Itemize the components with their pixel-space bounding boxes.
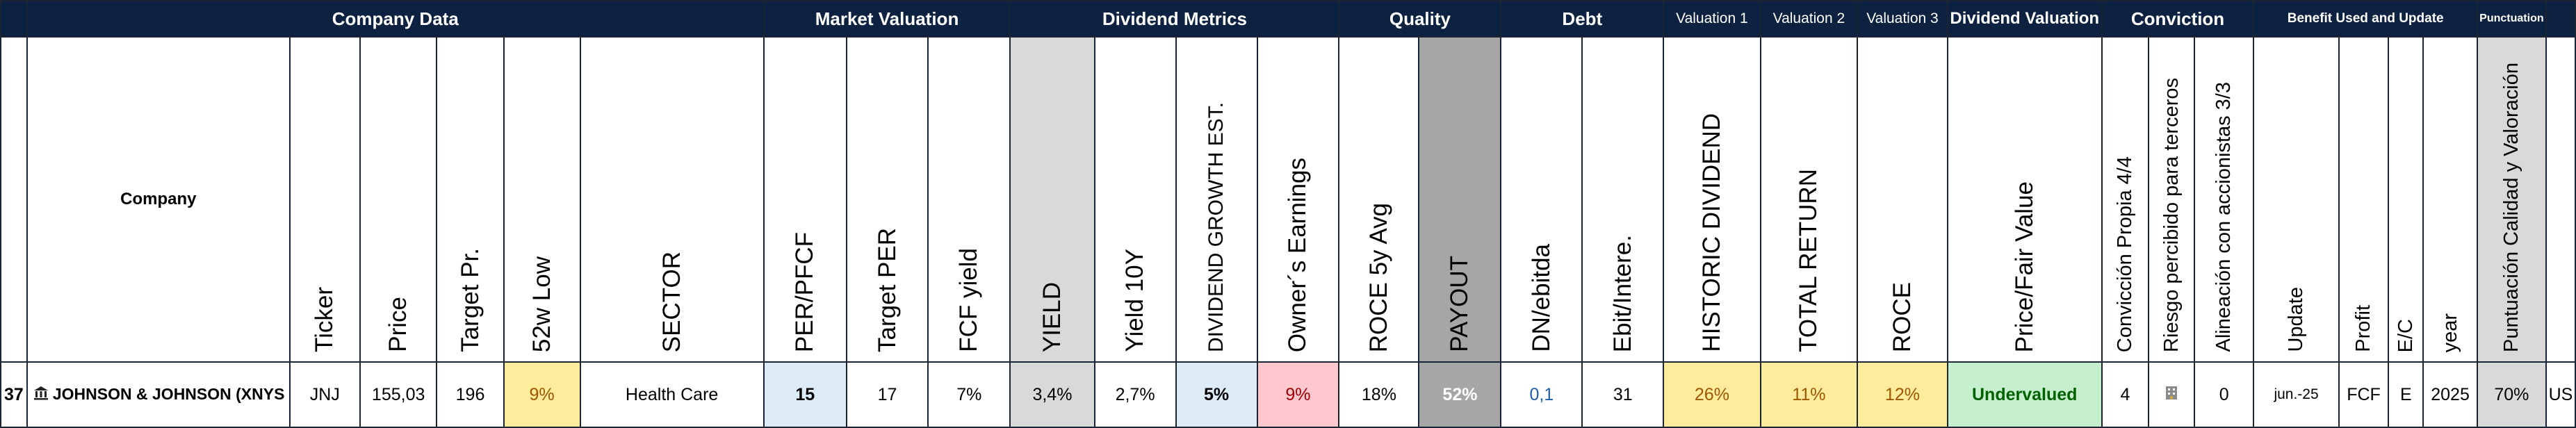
- group-valuation-1: Valuation 1: [1663, 0, 1761, 38]
- header-ec[interactable]: E/C: [2388, 36, 2424, 363]
- header-fcf-yield[interactable]: FCF yield: [927, 36, 1011, 363]
- header-historic-dividend[interactable]: HISTORIC DIVIDEND: [1663, 36, 1761, 363]
- header-target-pr[interactable]: Target Pr.: [436, 36, 505, 363]
- group-valuation-2: Valuation 2: [1759, 0, 1859, 38]
- header-profit[interactable]: Profit: [2338, 36, 2390, 363]
- header-dn-ebitda[interactable]: DN/ebitda: [1500, 36, 1583, 363]
- cell-conviccion-propia[interactable]: 4: [2101, 361, 2150, 428]
- group-quality: Quality: [1338, 0, 1502, 38]
- cell-dn-ebitda[interactable]: 0,1: [1500, 361, 1583, 428]
- header-52w-low[interactable]: 52w Low: [503, 36, 581, 363]
- cell-profit[interactable]: FCF: [2338, 361, 2390, 428]
- cell-yield[interactable]: 3,4%: [1009, 361, 1095, 428]
- cell-price-fair-value[interactable]: Undervalued: [1946, 361, 2103, 428]
- bank-icon: [33, 385, 49, 404]
- cell-ec[interactable]: E: [2388, 361, 2424, 428]
- header-total-return[interactable]: TOTAL RETURN: [1759, 36, 1859, 363]
- header-puntuacion[interactable]: Puntuación Calidad y Valoración: [2476, 36, 2547, 363]
- group-debt: Debt: [1500, 0, 1665, 38]
- cell-alineacion[interactable]: 0: [2193, 361, 2255, 428]
- row-number[interactable]: 37: [0, 361, 28, 428]
- group-header-row: Company Data Market Valuation Dividend M…: [0, 0, 2576, 38]
- cell-riesgo[interactable]: [2148, 361, 2195, 428]
- header-price[interactable]: Price: [359, 36, 438, 363]
- header-alineacion[interactable]: Alineación con accionistas 3/3: [2193, 36, 2255, 363]
- cell-sector[interactable]: Health Care: [579, 361, 765, 428]
- header-roce-5y[interactable]: ROCE 5y Avg: [1338, 36, 1420, 363]
- column-header-row: Company Ticker Price Target Pr. 52w Low …: [0, 36, 2576, 363]
- cell-fcf-yield[interactable]: 7%: [927, 361, 1011, 428]
- group-benefit: Benefit Used and Update: [2253, 0, 2478, 38]
- header-per-pfcf[interactable]: PER/PFCF: [763, 36, 847, 363]
- group-dividend-metrics: Dividend Metrics: [1009, 0, 1340, 38]
- cell-yield-10y[interactable]: 2,7%: [1093, 361, 1177, 428]
- group-conviction: Conviction: [2101, 0, 2255, 38]
- group-dividend-valuation: Dividend Valuation: [1946, 0, 2103, 38]
- cell-ebit-intere[interactable]: 31: [1581, 361, 1665, 428]
- cell-historic-dividend[interactable]: 26%: [1663, 361, 1761, 428]
- cell-per-pfcf[interactable]: 15: [763, 361, 847, 428]
- cell-year[interactable]: 2025: [2422, 361, 2478, 428]
- header-roce[interactable]: ROCE: [1857, 36, 1948, 363]
- group-market-valuation: Market Valuation: [763, 0, 1011, 38]
- cell-puntuacion[interactable]: 70%: [2476, 361, 2547, 428]
- header-year[interactable]: year: [2422, 36, 2478, 363]
- cell-52w-low[interactable]: 9%: [503, 361, 581, 428]
- building-icon: [2165, 386, 2178, 405]
- cell-payout[interactable]: 52%: [1418, 361, 1502, 428]
- group-valuation-3: Valuation 3: [1857, 0, 1948, 38]
- cell-update[interactable]: jun.-25: [2253, 361, 2340, 428]
- cell-target-per[interactable]: 17: [845, 361, 929, 428]
- cell-company[interactable]: JOHNSON & JOHNSON (XNYS: [26, 361, 291, 428]
- table-row: 37 JOHNSON & JOHNSON (XNYS JNJ 155,03 19…: [0, 361, 2576, 428]
- cell-dividend-growth[interactable]: 5%: [1175, 361, 1258, 428]
- cell-total-return[interactable]: 11%: [1759, 361, 1859, 428]
- cell-target-pr[interactable]: 196: [436, 361, 505, 428]
- group-company-data: Company Data: [26, 0, 765, 38]
- cell-ticker[interactable]: JNJ: [288, 361, 361, 428]
- header-target-per[interactable]: Target PER: [845, 36, 929, 363]
- cell-roce[interactable]: 12%: [1857, 361, 1948, 428]
- header-ebit-intere[interactable]: Ebit/Intere.: [1581, 36, 1665, 363]
- company-name: JOHNSON & JOHNSON (XNYS: [52, 384, 285, 403]
- cell-roce-5y[interactable]: 18%: [1338, 361, 1420, 428]
- group-punctuation: Punctuation: [2476, 0, 2547, 38]
- header-owners-earnings[interactable]: Owner´s Earnings: [1256, 36, 1340, 363]
- header-payout[interactable]: PAYOUT: [1418, 36, 1502, 363]
- cell-price[interactable]: 155,03: [359, 361, 438, 428]
- header-update[interactable]: Update: [2253, 36, 2340, 363]
- cell-owners-earnings[interactable]: 9%: [1256, 361, 1340, 428]
- header-riesgo[interactable]: Riesgo percibido para terceros: [2148, 36, 2195, 363]
- header-yield[interactable]: YIELD: [1009, 36, 1095, 363]
- header-price-fair-value[interactable]: Price/Fair Value: [1946, 36, 2103, 363]
- cell-country[interactable]: US: [2545, 361, 2576, 428]
- header-company[interactable]: Company: [26, 36, 291, 363]
- header-ticker[interactable]: Ticker: [288, 36, 361, 363]
- header-sector[interactable]: SECTOR: [579, 36, 765, 363]
- header-yield-10y[interactable]: Yield 10Y: [1093, 36, 1177, 363]
- header-conviccion-propia[interactable]: Convicción Propia 4/4: [2101, 36, 2150, 363]
- header-dividend-growth[interactable]: DIVIDEND GROWTH EST.: [1175, 36, 1258, 363]
